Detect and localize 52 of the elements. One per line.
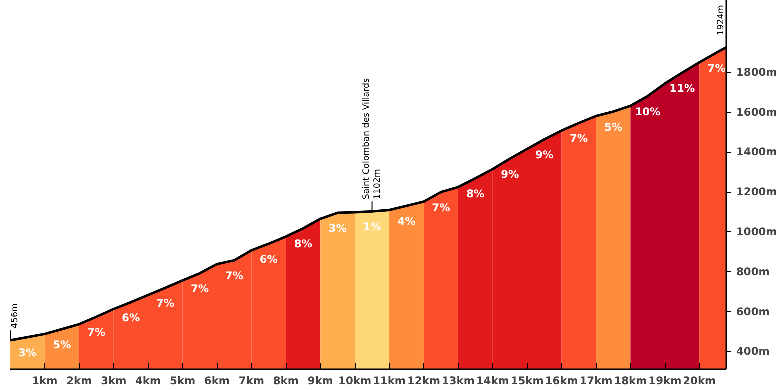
x-tick-label: 7km — [238, 374, 264, 388]
x-tick-label: 20km — [683, 374, 716, 388]
annotation: 7% — [432, 201, 451, 214]
x-tick-label: 8km — [273, 374, 299, 388]
x-tick-label: 15km — [510, 374, 544, 388]
x-tick-label: 1km — [32, 374, 58, 388]
x-tick-label: 18km — [614, 374, 648, 388]
annotation: 7% — [708, 62, 726, 75]
x-tick-label: 16km — [545, 374, 578, 388]
annotation: 10% — [635, 105, 662, 118]
x-tick-label: 9km — [308, 374, 334, 388]
annotation: 9% — [536, 148, 554, 162]
annotation: 7% — [156, 297, 175, 310]
x-tick-label: 14km — [476, 374, 510, 388]
x-tick-label: 11km — [373, 374, 406, 388]
annotation: 1924m — [716, 5, 726, 36]
y-tick-label: 600m — [736, 305, 770, 318]
annotation: 3% — [18, 346, 38, 360]
annotation: 7% — [225, 270, 244, 283]
x-tick-label: 5km — [170, 374, 196, 388]
y-tick-label: 1600m — [736, 106, 778, 119]
x-tick-label: 13km — [442, 374, 475, 388]
x-tick-label: 4km — [136, 374, 162, 388]
y-tick-label: 1400m — [736, 146, 778, 159]
x-tick-label: 3km — [101, 374, 127, 388]
annotation: 6% — [122, 311, 140, 324]
annotation: 6% — [260, 252, 278, 266]
y-tick-label: 800m — [736, 265, 770, 278]
x-tick-label: 10km — [338, 374, 372, 388]
annotation: 5% — [53, 338, 72, 352]
x-tick-label: 19km — [648, 374, 682, 388]
annotation: Saint Colomban des Villards 1102m — [362, 78, 383, 200]
annotation: 7% — [570, 132, 588, 146]
annotation: 11% — [670, 82, 696, 95]
annotation: 3% — [328, 222, 348, 236]
y-tick-label: 1800m — [736, 66, 778, 79]
x-tick-label: 17km — [580, 374, 613, 388]
annotation: 9% — [501, 168, 520, 181]
y-tick-label: 400m — [736, 345, 770, 358]
annotation: 1% — [363, 220, 382, 234]
annotation: 4% — [398, 215, 416, 228]
annotation: 7% — [190, 282, 210, 296]
y-tick-label: 1200m — [736, 186, 778, 199]
x-tick-label: 2km — [66, 374, 92, 388]
x-tick-label: 6km — [204, 374, 230, 388]
x-tick-label: 12km — [407, 374, 440, 388]
annotation: 456m — [10, 304, 20, 329]
annotation: 8% — [294, 238, 313, 251]
annotation: 7% — [88, 326, 106, 340]
y-tick-label: 1000m — [736, 226, 778, 238]
annotation: 8% — [466, 188, 486, 201]
annotation: 5% — [604, 120, 623, 134]
